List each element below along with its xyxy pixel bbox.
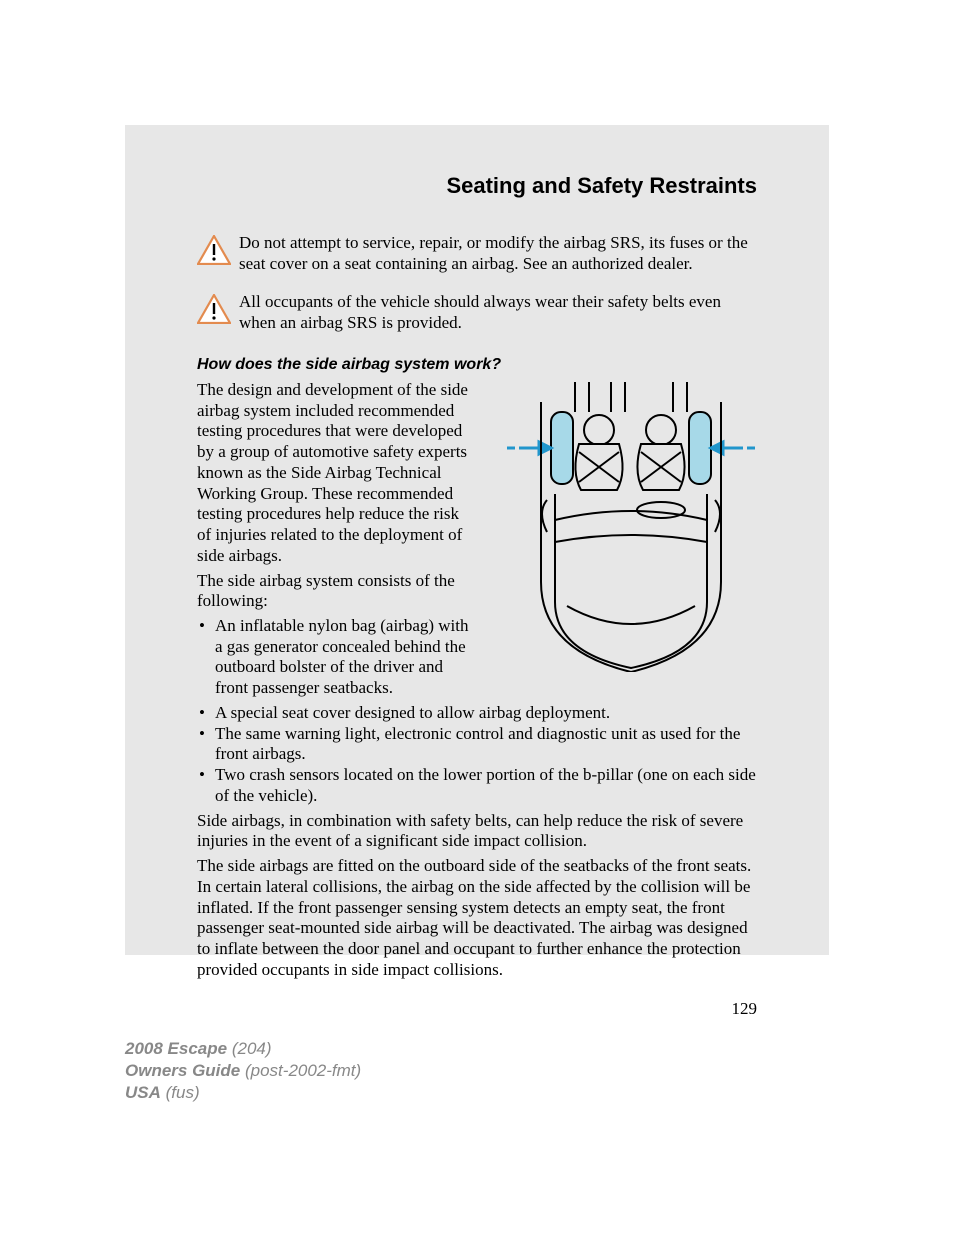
intro-paragraph: The design and development of the side a… — [197, 380, 475, 567]
consists-paragraph: The side airbag system consists of the f… — [197, 571, 475, 612]
warning-block-1: Do not attempt to service, repair, or mo… — [197, 233, 757, 274]
footer-model: 2008 Escape — [125, 1039, 227, 1058]
footer-model-code: (204) — [232, 1039, 272, 1058]
bullet-list-narrow: An inflatable nylon bag (airbag) with a … — [197, 616, 475, 699]
footer: 2008 Escape (204) Owners Guide (post-200… — [125, 1038, 361, 1104]
warning-text-2: All occupants of the vehicle should alwa… — [197, 292, 757, 333]
footer-region-code: (fus) — [166, 1083, 200, 1102]
warning-block-2: All occupants of the vehicle should alwa… — [197, 292, 757, 333]
list-item: A special seat cover designed to allow a… — [197, 703, 757, 724]
list-item: An inflatable nylon bag (airbag) with a … — [197, 616, 475, 699]
list-item: The same warning light, electronic contr… — [197, 724, 757, 765]
footer-line-3: USA (fus) — [125, 1082, 361, 1104]
list-item: Two crash sensors located on the lower p… — [197, 765, 757, 806]
closing-paragraph-2: The side airbags are fitted on the outbo… — [197, 856, 757, 980]
warning-icon — [197, 235, 231, 270]
footer-region: USA — [125, 1083, 161, 1102]
side-airbag-diagram — [501, 382, 757, 677]
page-content-box: Seating and Safety Restraints Do not att… — [125, 125, 829, 955]
footer-guide-code: (post-2002-fmt) — [245, 1061, 361, 1080]
narrow-text-column: The design and development of the side a… — [197, 380, 475, 703]
section-subheading: How does the side airbag system work? — [197, 356, 757, 374]
closing-paragraph-1: Side airbags, in combination with safety… — [197, 811, 757, 852]
warning-text-1: Do not attempt to service, repair, or mo… — [197, 233, 757, 274]
warning-icon — [197, 294, 231, 329]
bullet-list-full: A special seat cover designed to allow a… — [197, 703, 757, 807]
footer-line-2: Owners Guide (post-2002-fmt) — [125, 1060, 361, 1082]
page-title: Seating and Safety Restraints — [197, 173, 757, 199]
text-diagram-row: The design and development of the side a… — [197, 380, 757, 703]
full-width-text: A special seat cover designed to allow a… — [197, 703, 757, 981]
footer-guide: Owners Guide — [125, 1061, 240, 1080]
footer-line-1: 2008 Escape (204) — [125, 1038, 361, 1060]
page-number: 129 — [197, 999, 757, 1019]
